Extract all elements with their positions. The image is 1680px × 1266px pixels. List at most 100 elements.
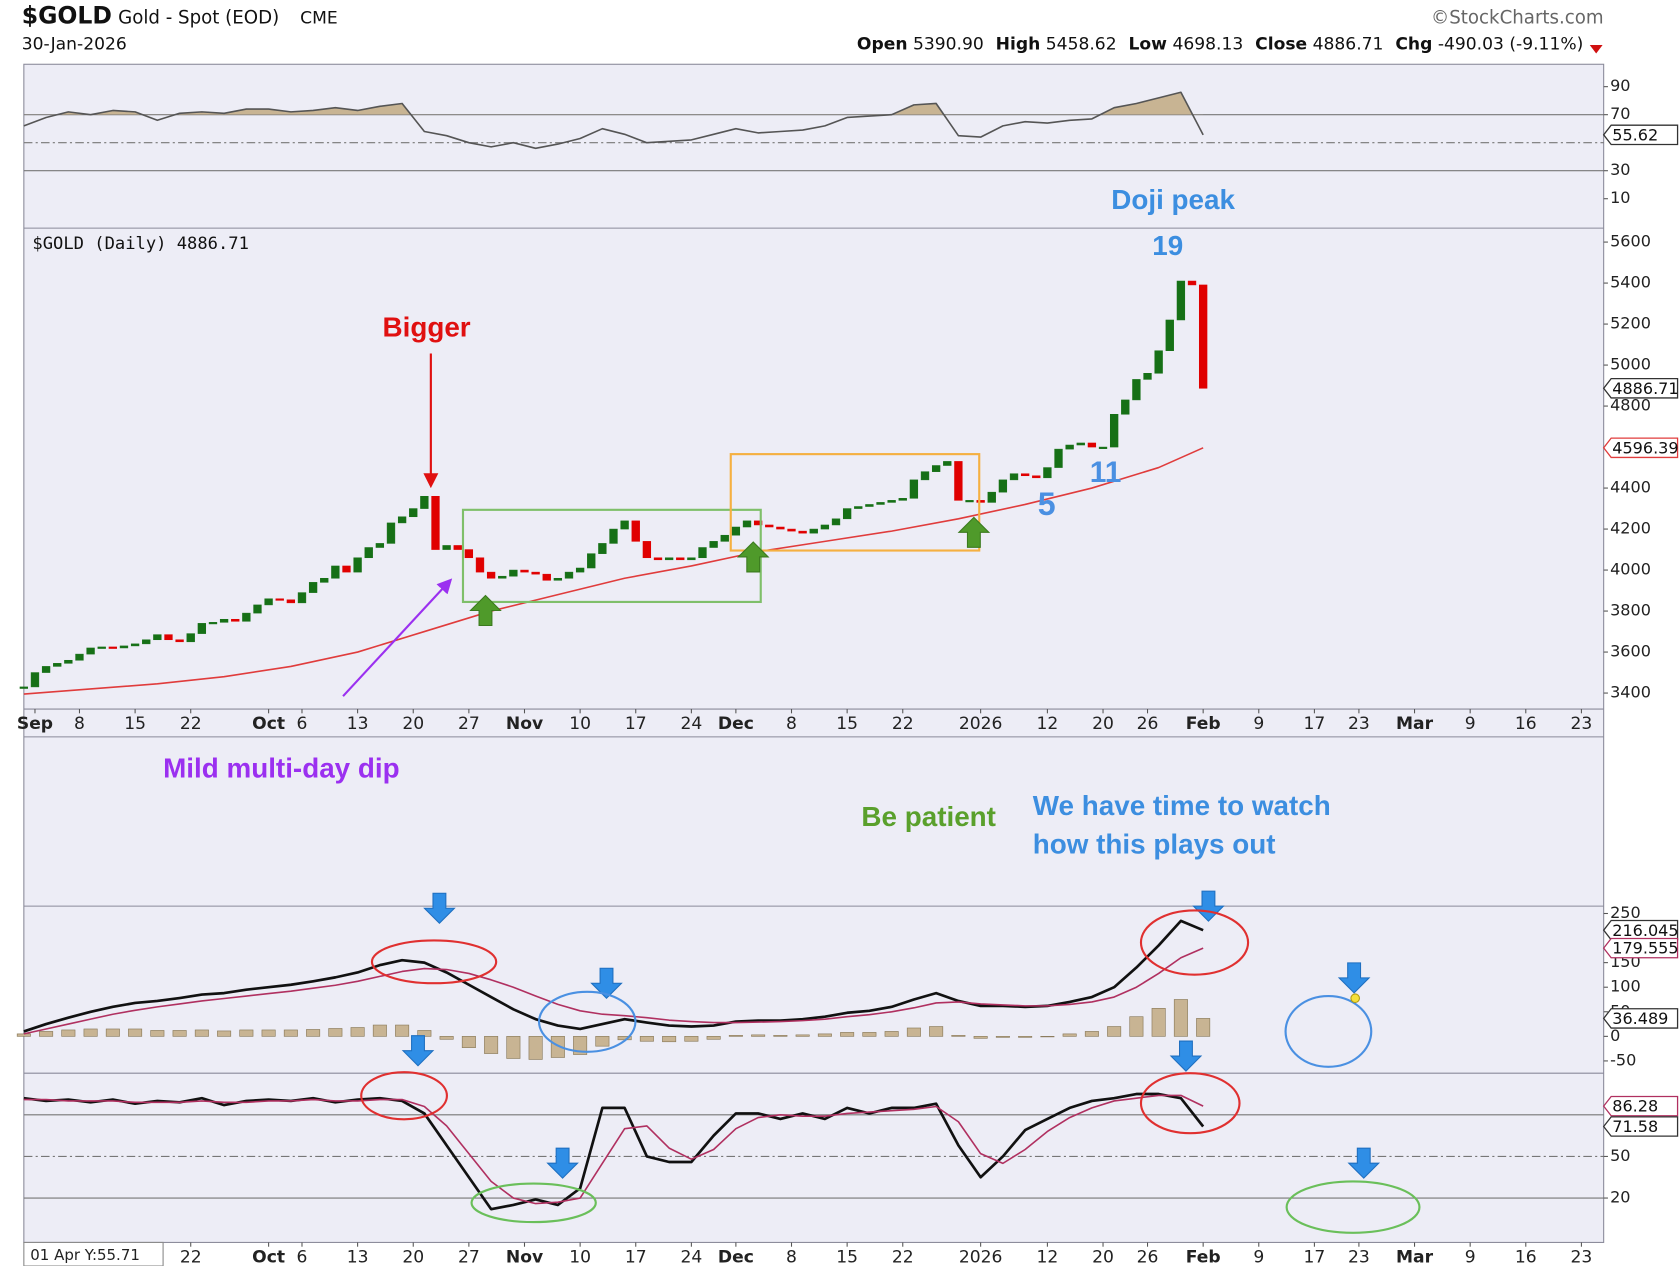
indicator-line — [23, 1094, 1204, 1205]
x-tick-label: 8 — [74, 714, 85, 734]
x-tick-label: 15 — [836, 1247, 858, 1266]
y-tick-label: 10 — [1610, 188, 1630, 207]
down-triangle — [1589, 44, 1603, 54]
histogram-bar — [239, 1029, 254, 1037]
y-tick-label: 100 — [1610, 977, 1641, 996]
y-tick-label: 5000 — [1610, 355, 1651, 374]
candle — [119, 645, 129, 649]
candle — [1009, 473, 1019, 481]
x-tick-label: 16 — [1515, 714, 1537, 734]
histogram-bar — [662, 1036, 677, 1043]
candle — [375, 543, 385, 548]
candle — [854, 506, 863, 509]
highlight-ellipse — [360, 1071, 448, 1121]
highlight-ellipse — [1139, 1072, 1241, 1135]
quote-value: -490.03 (-9.11%) — [1438, 34, 1584, 54]
histogram-bar — [995, 1036, 1010, 1038]
highlight-ellipse — [1139, 909, 1250, 976]
indicator-line — [23, 919, 1204, 1033]
candle — [409, 508, 418, 518]
quote-label: Open — [857, 34, 908, 54]
y-tick-label: 20 — [1610, 1188, 1630, 1207]
quote-line: Open 5390.90 High 5458.62 Low 4698.13 Cl… — [857, 34, 1583, 54]
candle — [197, 623, 207, 634]
highlight-ellipses — [360, 909, 1421, 1234]
x-tick-label: 26 — [1137, 1247, 1159, 1266]
candle — [342, 565, 351, 573]
candle — [842, 508, 852, 520]
y-tick-label: 3400 — [1610, 683, 1651, 702]
x-tick-label: 9 — [1465, 1247, 1476, 1266]
candle — [620, 520, 629, 530]
tooltip-box — [23, 1241, 164, 1266]
candle — [642, 541, 652, 559]
candle — [1121, 399, 1130, 415]
x-tick-label: 24 — [680, 714, 702, 734]
highlight-ellipse — [1284, 995, 1373, 1068]
annotation: Mild multi-day dip — [163, 753, 400, 784]
candle — [1065, 444, 1074, 450]
x-tick-label: 15 — [836, 714, 858, 734]
candle — [420, 495, 429, 509]
candle — [386, 522, 396, 544]
value-badge — [1602, 919, 1679, 941]
x-tick-label: 26 — [1137, 714, 1159, 734]
instrument-name: Gold - Spot (EOD) — [118, 8, 279, 29]
symbol: $GOLD — [22, 2, 112, 30]
x-tick-label: 6 — [297, 1247, 308, 1266]
histogram-bar — [573, 1036, 588, 1055]
date: 30-Jan-2026 — [22, 34, 127, 54]
quote-label: High — [996, 34, 1041, 54]
y-tick-label: 30 — [1610, 160, 1630, 179]
histogram-bar — [1173, 999, 1188, 1037]
histogram-bar — [1107, 1026, 1122, 1037]
candle — [887, 500, 896, 503]
histogram-bar — [83, 1028, 98, 1037]
value-badge — [1602, 124, 1679, 146]
candle — [164, 634, 173, 641]
histogram-bar — [128, 1028, 143, 1037]
candle — [631, 520, 640, 542]
annotation: Be patient — [861, 801, 996, 832]
x-tick-label: 22 — [892, 1247, 914, 1266]
annotation: 19 — [1152, 230, 1183, 261]
histogram-bar — [306, 1029, 321, 1037]
histogram-bar — [550, 1036, 565, 1058]
candle — [19, 686, 29, 689]
value-badge-label: 71.58 — [1612, 1117, 1658, 1136]
candle — [598, 543, 607, 554]
y-tick-label: 4800 — [1610, 396, 1651, 415]
candle — [753, 520, 763, 526]
quote-value: 5458.62 — [1046, 34, 1117, 54]
candle — [30, 672, 40, 688]
indicator-line — [23, 91, 1204, 150]
x-tick-label: 2026 — [959, 1247, 1003, 1266]
histogram-bar — [595, 1036, 610, 1047]
candle — [831, 518, 841, 526]
candle — [175, 639, 184, 643]
x-tick-label: Feb — [1186, 714, 1221, 734]
candle — [1076, 442, 1085, 446]
candle — [1176, 280, 1186, 321]
candle — [498, 575, 507, 579]
candle — [442, 545, 451, 550]
y-tick-label: 4000 — [1610, 560, 1651, 579]
x-tick-label: 2026 — [959, 714, 1003, 734]
marker-dot — [1350, 993, 1361, 1004]
tooltip: 01 Apr Y:55.71 — [30, 1246, 140, 1264]
exchange: CME — [300, 9, 338, 29]
x-tick-label: 24 — [680, 1247, 702, 1266]
quote-label: Chg — [1395, 34, 1432, 54]
candle — [1165, 319, 1174, 351]
candle — [453, 545, 462, 550]
candle — [865, 504, 874, 507]
candle — [1087, 442, 1097, 448]
candle — [130, 643, 140, 647]
x-tick-label: 17 — [1304, 714, 1326, 734]
candle — [520, 569, 529, 573]
histogram-bar — [150, 1030, 165, 1037]
x-tick-label: 17 — [625, 1247, 647, 1266]
candle — [1198, 284, 1208, 389]
y-tick-label: 5200 — [1610, 314, 1651, 333]
histogram-bar — [706, 1036, 721, 1040]
